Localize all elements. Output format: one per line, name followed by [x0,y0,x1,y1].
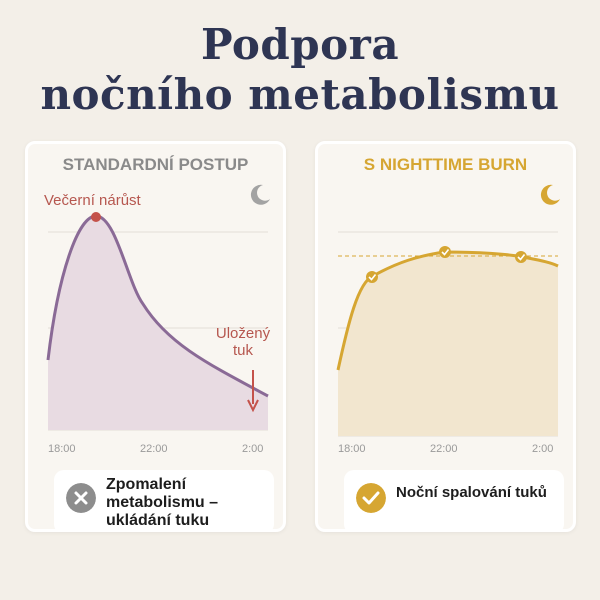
slowdown-text: Zpomalení metabolismu – ukládání tuku [106,476,219,529]
stored-fat-label: Uložený tuk [213,325,273,359]
slowdown-badge: Zpomalení metabolismu – ukládání tuku [54,470,274,529]
check-icon [356,483,386,513]
peak-label: Večerní nárůst [44,192,141,209]
peak-marker [91,212,101,222]
standard-card-title: STANDARDNÍ POSTUP [62,155,249,174]
title-line-2: nočního metabolismu [40,70,560,119]
nighttime-chart [336,231,559,437]
stored-label-1: Uložený [215,325,271,342]
moon-icon [540,184,560,205]
stored-label-2: tuk [232,342,253,359]
standard-card: STANDARDNÍ POSTUP Večerní nárůst Uložený… [25,141,286,532]
standard-line [46,214,269,398]
check-marker [515,251,527,263]
tick-label: 22:00 [140,443,168,455]
nighttime-card: S NIGHTTIME BURN 18:00 22:00 2:00 Noční … [315,141,576,532]
page-title: Podpora nočního metabolismu [0,20,600,120]
fat-burning-text: Noční spalování tuků [396,484,547,501]
tick-label: 2:00 [242,443,264,455]
x-icon [66,483,96,513]
moon-icon [250,184,270,205]
tick-label: 18:00 [338,443,366,455]
check-marker [439,246,451,258]
tick-label: 2:00 [532,443,554,455]
tick-label: 22:00 [430,443,458,455]
nighttime-area [338,252,558,436]
standard-area [48,216,268,430]
fat-burning-badge: Noční spalování tuků [344,470,564,529]
title-line-1: Podpora [200,20,400,69]
down-arrow-icon [247,399,259,413]
standard-chart [46,212,269,431]
tick-label: 18:00 [48,443,76,455]
check-marker [366,271,378,283]
nighttime-card-title: S NIGHTTIME BURN [363,155,528,174]
